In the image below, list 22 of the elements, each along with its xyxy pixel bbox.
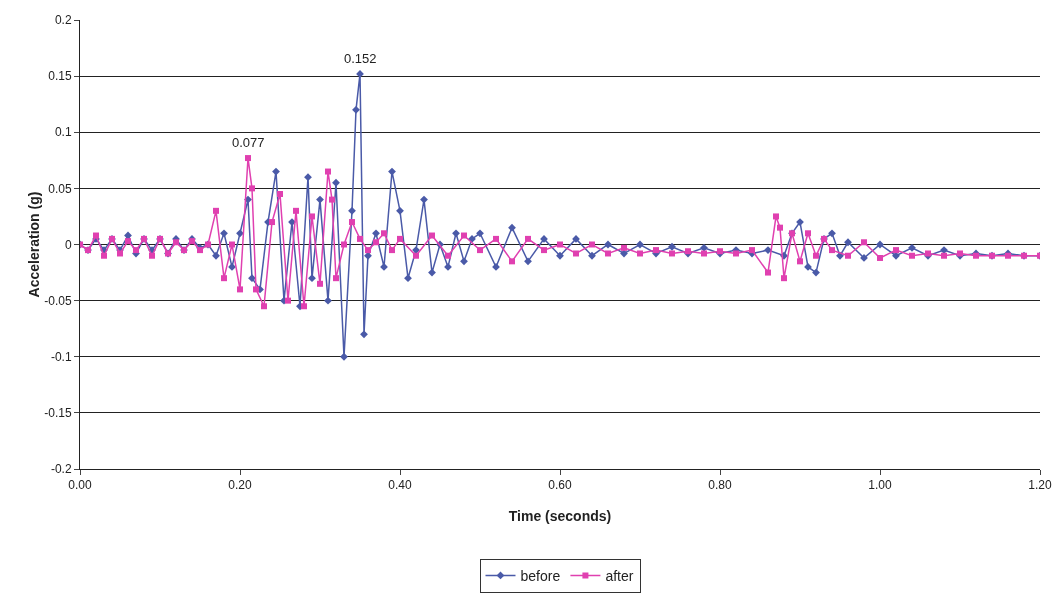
x-tick-label: 1.20 xyxy=(1028,478,1052,493)
x-tick-label: 0.80 xyxy=(708,478,732,493)
y-tick-label: -0.2 xyxy=(50,462,72,477)
annotation: 0.077 xyxy=(232,135,265,150)
x-axis-title: Time (seconds) xyxy=(508,508,612,524)
y-tick-label: -0.15 xyxy=(44,406,72,421)
y-tick-label: -0.05 xyxy=(44,293,72,308)
x-tick-label: 0.60 xyxy=(548,478,572,493)
y-tick-label: 0.1 xyxy=(54,125,72,140)
legend-label: after xyxy=(605,567,634,584)
x-tick-label: 0.20 xyxy=(228,478,252,493)
y-tick-label: 0 xyxy=(64,237,72,252)
y-tick-label: 0.2 xyxy=(54,13,72,28)
annotation: 0.152 xyxy=(344,51,377,66)
x-tick-label: 0.00 xyxy=(68,478,92,493)
y-axis-title: Acceleration (g) xyxy=(26,191,43,298)
x-tick-label: 1.00 xyxy=(868,478,892,493)
y-tick-label: -0.1 xyxy=(50,349,72,364)
y-tick-label: 0.05 xyxy=(48,181,72,196)
x-tick-label: 0.40 xyxy=(388,478,412,493)
y-tick-label: 0.15 xyxy=(48,69,72,84)
legend-label: before xyxy=(520,567,561,584)
